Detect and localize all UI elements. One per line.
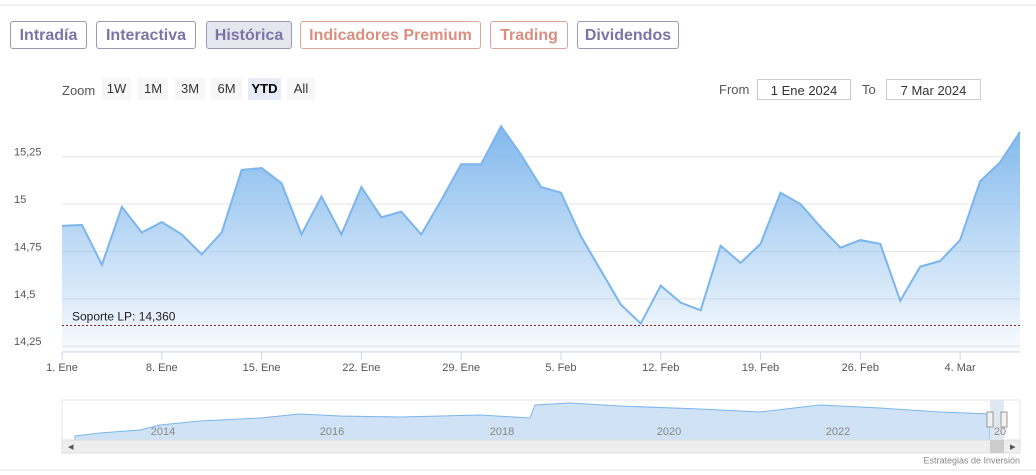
x-tick-label: 15. Ene (243, 362, 281, 374)
navigator-area (74, 402, 991, 441)
scroll-arrow[interactable]: ◂ (68, 441, 74, 453)
y-tick-label: 15 (14, 194, 26, 206)
scrollbar[interactable] (61, 439, 1021, 454)
tab[interactable]: Indicadores Premium (300, 21, 481, 49)
zoom-button[interactable]: 1M (138, 78, 168, 100)
navigator-label: 2016 (320, 426, 344, 438)
from-input[interactable]: 1 Ene 2024 (757, 79, 851, 100)
scrollbar-thumb[interactable] (990, 440, 1004, 453)
scroll-arrow[interactable]: ▸ (1010, 441, 1016, 453)
tab[interactable]: Trading (490, 21, 568, 49)
zoom-button[interactable]: YTD (248, 78, 281, 100)
y-tick-label: 14,5 (14, 289, 35, 301)
x-tick-label: 22. Ene (342, 362, 380, 374)
from-label: From (719, 82, 750, 97)
zoom-button[interactable]: 3M (175, 78, 205, 100)
navigator-handle[interactable] (986, 411, 994, 428)
zoom-label: Zoom (62, 83, 96, 98)
x-tick-label: 4. Mar (945, 362, 977, 374)
line (61, 124, 1021, 326)
tab[interactable]: Intradía (10, 21, 87, 49)
x-tick-label: 19. Feb (742, 362, 779, 374)
to-label: To (862, 82, 876, 97)
navigator-label: 2020 (657, 426, 681, 438)
tab[interactable]: Dividendos (577, 21, 679, 49)
navigator-label: 2018 (490, 426, 514, 438)
x-tick-label: 26. Feb (842, 362, 879, 374)
tab[interactable]: Histórica (206, 21, 292, 49)
navigator-label: 2022 (826, 426, 850, 438)
zoom-button[interactable]: 6M (211, 78, 242, 100)
to-input[interactable]: 7 Mar 2024 (886, 79, 981, 100)
zoom-button[interactable]: All (287, 78, 315, 100)
x-tick-label: 8. Ene (146, 362, 178, 374)
y-tick-label: 14,75 (14, 241, 42, 253)
x-tick-label: 29. Ene (442, 362, 480, 374)
tab[interactable]: Interactiva (96, 21, 196, 49)
navigator-handle[interactable] (1000, 411, 1008, 428)
x-tick-label: 12. Feb (642, 362, 679, 374)
support-label: Soporte LP: 14,360 (72, 310, 176, 324)
navigator-label: 2014 (151, 426, 175, 438)
navigator-label: 20 (994, 426, 1006, 438)
credit: Estrategias de Inversión (923, 455, 1020, 465)
area (62, 126, 1020, 353)
navigator-mask[interactable] (990, 400, 1004, 440)
zoom-button[interactable]: 1W (102, 78, 131, 100)
x-tick-label: 1. Ene (46, 362, 78, 374)
y-tick-label: 15,25 (14, 147, 42, 159)
y-tick-label: 14,25 (14, 336, 42, 348)
x-tick-label: 5. Feb (545, 362, 576, 374)
